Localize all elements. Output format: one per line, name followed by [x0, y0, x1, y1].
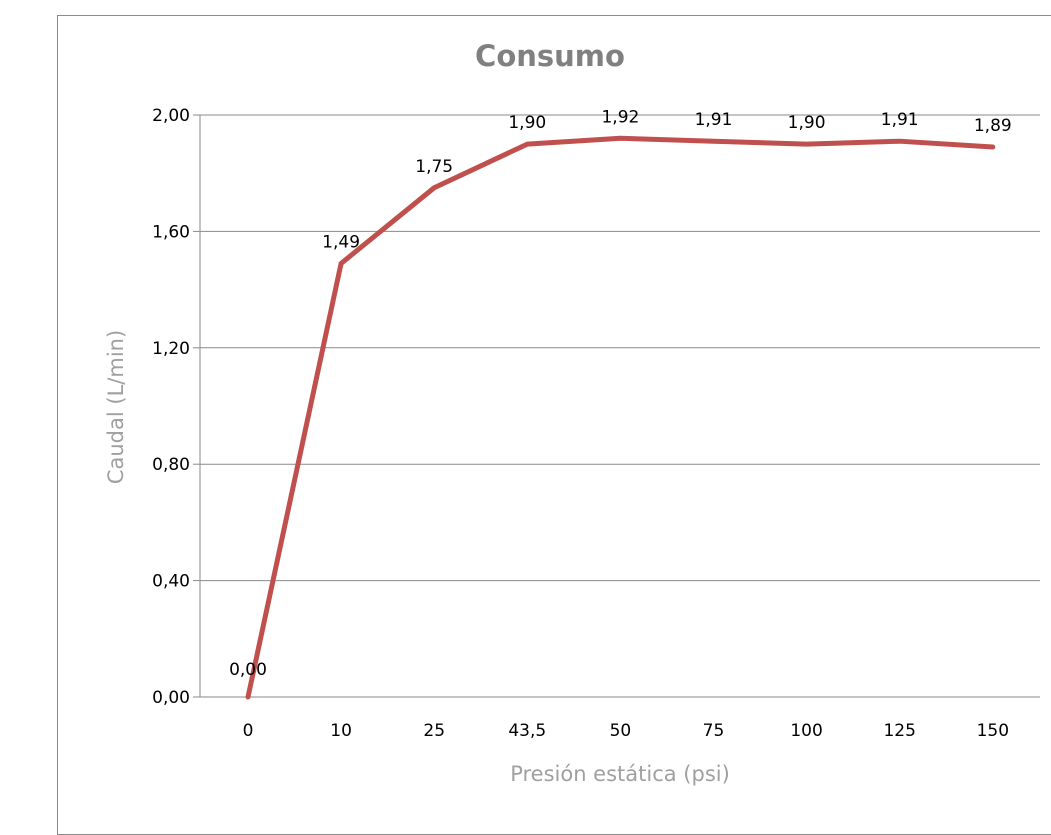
x-tick-label: 43,5 [508, 721, 546, 741]
gridlines [193, 114, 1040, 698]
y-tick-label: 0,80 [152, 455, 190, 475]
data-label: 0,00 [229, 660, 267, 680]
x-tick-label: 75 [703, 721, 725, 741]
y-tick-label: 0,40 [152, 572, 190, 592]
x-axis-ticks: 0 10 25 43,5 50 75 100 125 150 [243, 721, 1009, 741]
y-tick-label: 1,20 [152, 339, 190, 359]
x-tick-label: 100 [790, 721, 822, 741]
y-axis-ticks: 0,00 0,40 0,80 1,20 1,60 2,00 [152, 106, 190, 708]
x-tick-label: 50 [610, 721, 632, 741]
y-tick-label: 2,00 [152, 106, 190, 126]
x-tick-label: 125 [883, 721, 915, 741]
y-tick-label: 0,00 [152, 688, 190, 708]
data-label: 1,91 [695, 110, 733, 130]
chart-frame [57, 15, 1051, 835]
data-label: 1,91 [881, 110, 919, 130]
x-tick-label: 150 [977, 721, 1009, 741]
series-line [245, 135, 996, 700]
data-label: 1,75 [415, 157, 453, 177]
x-tick-label: 0 [243, 721, 254, 741]
data-label: 1,90 [508, 113, 546, 133]
data-label: 1,92 [601, 107, 639, 127]
x-axis-title: Presión estática (psi) [510, 762, 730, 786]
data-label: 1,89 [974, 116, 1012, 136]
y-axis-title: Caudal (L/min) [104, 330, 128, 484]
chart-title: Consumo [475, 39, 625, 73]
data-label: 1,49 [322, 232, 360, 252]
y-tick-label: 1,60 [152, 222, 190, 242]
x-tick-label: 10 [330, 721, 352, 741]
x-tick-label: 25 [423, 721, 445, 741]
series-layer [245, 135, 996, 700]
data-label: 1,90 [788, 113, 826, 133]
line-chart: Consumo 0,00 0,40 0,80 1,20 1,60 2,00 0 10 25 43… [104, 39, 1040, 786]
data-labels: 0,00 1,49 1,75 1,90 1,92 1,91 1,90 1,91 1,89 [229, 107, 1012, 680]
